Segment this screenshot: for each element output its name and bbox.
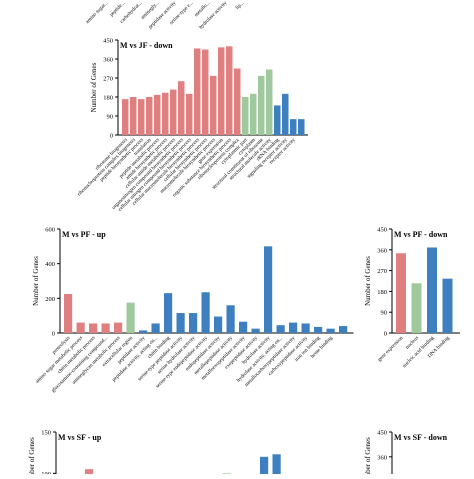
y-tick-label: 600 bbox=[45, 227, 55, 234]
y-tick-label: 180 bbox=[377, 289, 387, 296]
bar bbox=[176, 313, 185, 333]
bar bbox=[154, 94, 161, 135]
bar bbox=[162, 92, 169, 135]
y-tick-label: 270 bbox=[377, 268, 387, 275]
bar bbox=[178, 81, 185, 135]
bar bbox=[170, 89, 177, 135]
bar bbox=[251, 328, 260, 333]
bar bbox=[164, 293, 173, 333]
bar bbox=[298, 119, 305, 135]
bar bbox=[64, 294, 73, 333]
bar bbox=[326, 328, 335, 333]
y-axis-label: Number of Genes bbox=[364, 437, 372, 474]
y-tick-label: 0 bbox=[52, 331, 55, 338]
bar bbox=[146, 97, 153, 135]
bar bbox=[202, 49, 209, 135]
bar bbox=[85, 469, 94, 474]
bar bbox=[218, 47, 225, 136]
bar bbox=[89, 323, 98, 333]
bar bbox=[194, 48, 201, 135]
bar bbox=[226, 46, 233, 136]
bar bbox=[258, 75, 265, 135]
bar bbox=[226, 305, 235, 333]
bar bbox=[314, 326, 323, 333]
bar bbox=[122, 99, 129, 135]
bar bbox=[272, 454, 281, 474]
y-axis-label: Number of Genes bbox=[32, 256, 40, 306]
bar bbox=[101, 323, 110, 333]
chart-title: M vs SF - up bbox=[58, 433, 102, 442]
cropped-x-label: lip... bbox=[235, 0, 246, 11]
bar bbox=[396, 253, 406, 333]
bar bbox=[250, 93, 257, 135]
y-tick-label: 0 bbox=[384, 331, 387, 338]
bar bbox=[339, 326, 348, 333]
bar bbox=[201, 292, 210, 333]
bar bbox=[239, 321, 248, 333]
bar bbox=[126, 302, 135, 333]
bar bbox=[442, 278, 453, 333]
y-tick-label: 90 bbox=[381, 310, 388, 317]
bar bbox=[266, 69, 273, 135]
chart-title: M vs PF - down bbox=[394, 230, 448, 239]
chart-title: M vs SF - down bbox=[394, 433, 448, 442]
y-tick-label: 150 bbox=[41, 430, 51, 437]
bar bbox=[189, 313, 198, 333]
y-tick-label: 360 bbox=[377, 247, 387, 254]
y-axis-label: Number of Genes bbox=[364, 256, 372, 306]
y-tick-label: 180 bbox=[103, 95, 113, 102]
bar bbox=[76, 322, 85, 333]
bar bbox=[290, 119, 297, 135]
bar bbox=[210, 75, 217, 135]
y-tick-label: 360 bbox=[103, 57, 113, 64]
bar bbox=[264, 246, 273, 333]
y-axis-label: Number of Genes bbox=[28, 437, 36, 474]
chart-5: 360 450 M vs SF - down Number of Genes bbox=[364, 430, 448, 479]
bar bbox=[276, 325, 285, 333]
y-tick-label: 270 bbox=[103, 76, 113, 83]
bar bbox=[186, 93, 193, 135]
y-tick-label: 450 bbox=[377, 227, 387, 234]
bar bbox=[411, 283, 422, 333]
bar bbox=[260, 456, 269, 474]
bar bbox=[282, 93, 289, 135]
y-tick-label: 360 bbox=[377, 454, 387, 461]
y-axis-label: Number of Genes bbox=[90, 62, 98, 112]
y-tick-label: 90 bbox=[107, 114, 114, 121]
cropped-x-label: amino sugar... bbox=[85, 0, 110, 25]
bar bbox=[234, 68, 241, 135]
bar bbox=[139, 330, 148, 333]
chart-3: 0 90 180 270 360 450 M vs PF - down Number of G… bbox=[364, 227, 460, 369]
bar bbox=[214, 316, 223, 333]
chart-title: M vs PF - up bbox=[62, 230, 106, 239]
bar bbox=[138, 99, 145, 135]
y-tick-label: 200 bbox=[45, 296, 55, 303]
bar bbox=[151, 323, 160, 333]
chart-title: M vs JF - down bbox=[120, 41, 173, 50]
top-cropped-labels: amino sugar... peptide...carbohydrat...am… bbox=[85, 0, 246, 31]
y-tick-label: 450 bbox=[103, 38, 113, 45]
y-tick-label: 450 bbox=[377, 430, 387, 437]
bar bbox=[274, 105, 281, 135]
bar bbox=[427, 247, 437, 333]
bar bbox=[289, 322, 298, 333]
chart-1: 0 90 180 270 360 450 M vs JF - down Number of G… bbox=[76, 38, 308, 213]
bar bbox=[130, 97, 137, 135]
y-tick-label: 400 bbox=[45, 261, 55, 268]
bar bbox=[242, 97, 249, 135]
bar bbox=[114, 322, 123, 333]
x-tick-label: gene expression bbox=[377, 335, 405, 363]
bar bbox=[301, 323, 310, 333]
y-tick-label: 0 bbox=[110, 133, 113, 140]
